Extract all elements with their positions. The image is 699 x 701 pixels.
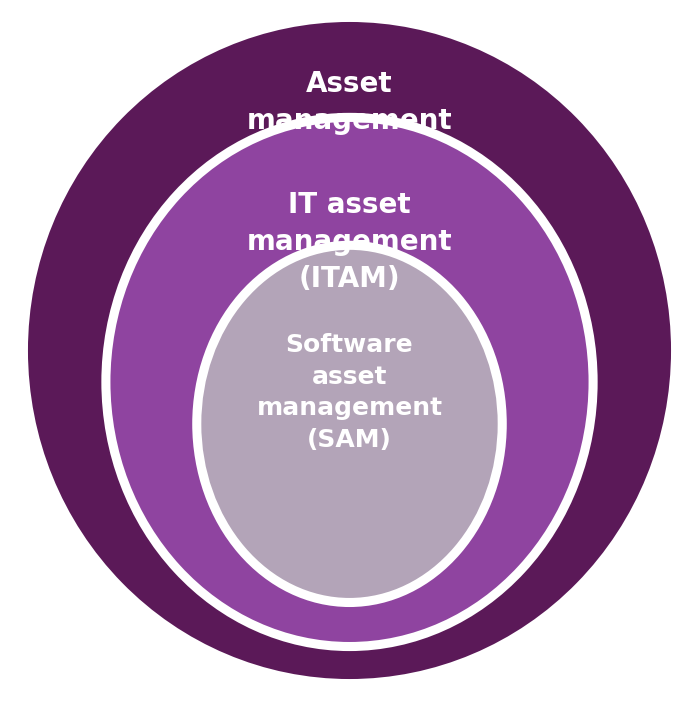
Text: Asset
management: Asset management — [247, 70, 452, 135]
Ellipse shape — [192, 240, 507, 607]
Text: Software
asset
management
(SAM): Software asset management (SAM) — [257, 333, 442, 452]
Ellipse shape — [110, 122, 589, 642]
Ellipse shape — [101, 113, 598, 651]
Text: IT asset
management
(ITAM): IT asset management (ITAM) — [247, 191, 452, 293]
Ellipse shape — [28, 22, 671, 679]
Ellipse shape — [201, 250, 498, 598]
